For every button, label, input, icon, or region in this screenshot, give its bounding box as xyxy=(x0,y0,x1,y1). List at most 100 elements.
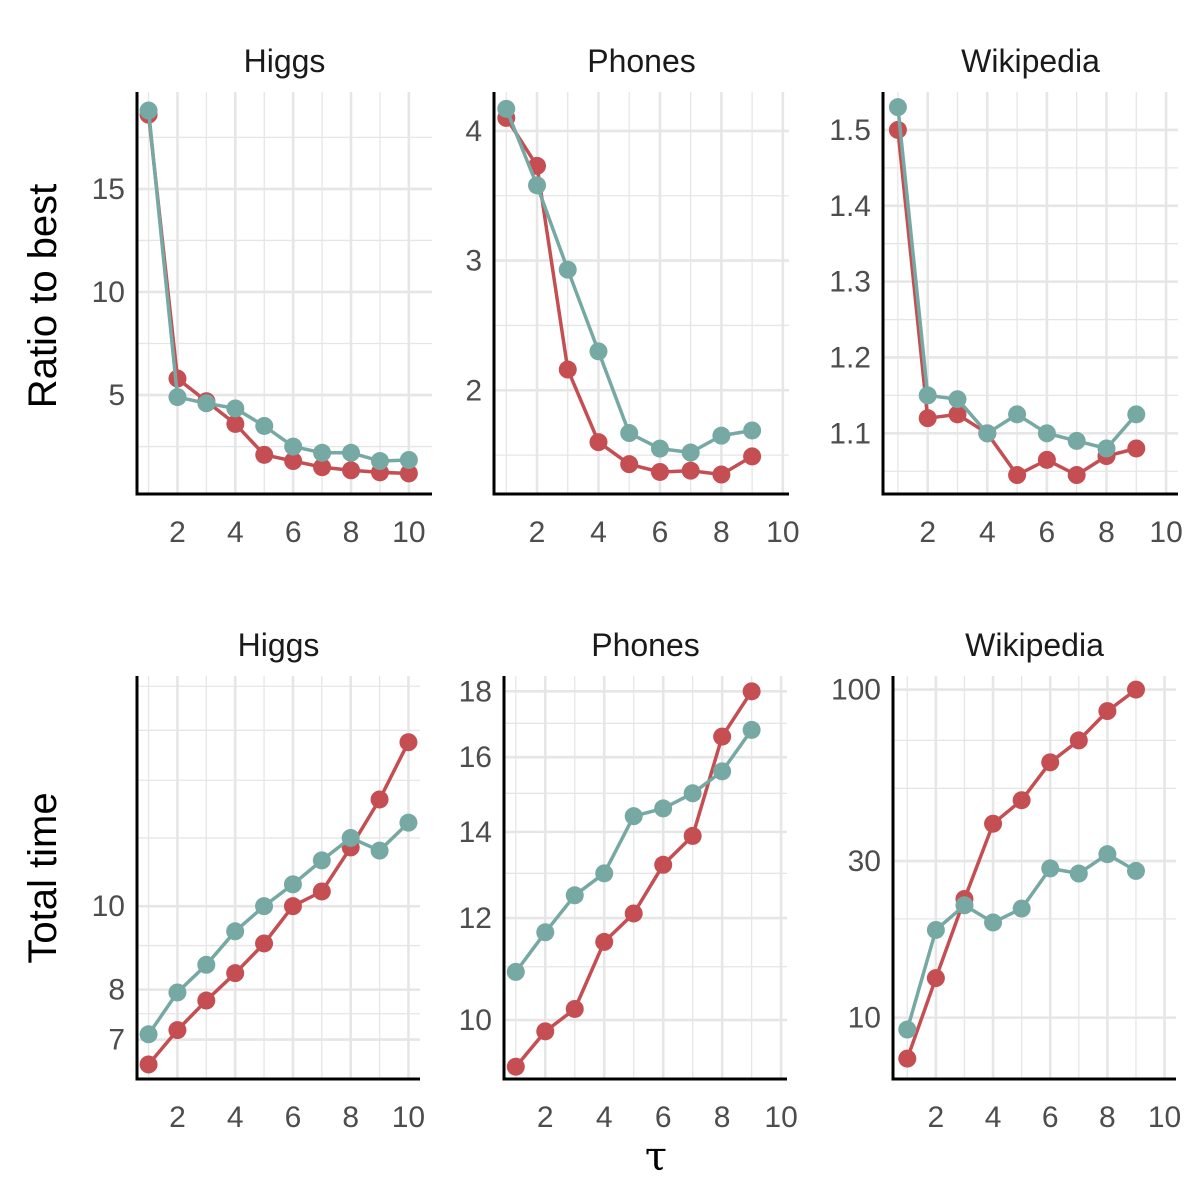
x-axis-title: τ xyxy=(645,1134,667,1180)
data-point-teal xyxy=(888,98,907,117)
data-point-teal xyxy=(898,1020,917,1039)
data-point-teal xyxy=(984,913,1003,932)
facet-title: Higgs xyxy=(238,627,320,663)
x-tick-label: 10 xyxy=(392,1101,425,1134)
data-point-red xyxy=(948,405,967,424)
x-tick-label: 2 xyxy=(169,1101,186,1134)
panels: 2 4 6 8 10 5 10 15 Higgs 2 4 6 8 10 2 3 4 Phones 2 4 6 8 10 1.1… xyxy=(92,43,1183,1134)
y-tick-label: 1.3 xyxy=(829,266,871,299)
data-point-red xyxy=(1008,466,1027,485)
data-point-teal xyxy=(713,762,732,781)
x-tick-label: 4 xyxy=(985,1101,1002,1134)
data-point-teal xyxy=(654,799,673,818)
data-point-teal xyxy=(565,886,584,905)
x-tick-label: 2 xyxy=(928,1101,945,1134)
data-point-red xyxy=(620,455,639,474)
data-point-red xyxy=(1037,450,1056,469)
x-tick-label: 8 xyxy=(1098,516,1115,549)
data-point-teal xyxy=(536,923,555,942)
x-tick-label: 10 xyxy=(1149,516,1182,549)
data-point-red xyxy=(565,999,584,1018)
data-point-teal xyxy=(620,424,639,443)
y-axis-title-bottom: Total time xyxy=(21,792,65,963)
data-point-teal xyxy=(742,720,761,739)
data-point-red xyxy=(595,932,614,951)
facet-title: Higgs xyxy=(244,43,326,79)
data-point-teal xyxy=(197,955,216,974)
x-tick-label: 2 xyxy=(529,516,546,549)
data-point-teal xyxy=(948,390,967,409)
facet-title: Phones xyxy=(587,43,696,79)
data-point-red xyxy=(399,733,418,752)
x-tick-label: 6 xyxy=(1039,516,1056,549)
panel-5: 2 4 6 8 10 10 12 14 16 18 Phones xyxy=(459,627,798,1134)
data-point-teal xyxy=(370,841,389,860)
data-point-teal xyxy=(370,452,389,471)
data-point-red xyxy=(506,1057,525,1076)
y-tick-label: 100 xyxy=(831,674,881,707)
data-point-red xyxy=(1041,753,1060,772)
data-point-red xyxy=(712,465,731,484)
x-tick-label: 10 xyxy=(1148,1101,1181,1134)
data-point-red xyxy=(1067,466,1086,485)
data-point-red xyxy=(283,897,302,916)
data-point-teal xyxy=(918,386,937,405)
data-point-red xyxy=(226,964,245,983)
data-point-teal xyxy=(926,920,945,939)
data-point-teal xyxy=(1126,861,1145,880)
x-tick-label: 6 xyxy=(652,516,669,549)
data-point-red xyxy=(1127,439,1146,458)
data-point-red xyxy=(926,969,945,988)
data-point-teal xyxy=(342,443,361,462)
y-tick-label: 12 xyxy=(459,902,492,935)
series-line-red xyxy=(147,741,410,1066)
y-axis-title-top: Ratio to best xyxy=(21,184,65,409)
x-tick-label: 8 xyxy=(1099,1101,1116,1134)
x-tick-label: 10 xyxy=(764,1101,797,1134)
data-point-red xyxy=(681,461,700,480)
y-tick-label: 1.5 xyxy=(829,114,871,147)
data-point-teal xyxy=(283,875,302,894)
data-point-red xyxy=(654,855,673,874)
data-point-teal xyxy=(683,784,702,803)
y-tick-label: 3 xyxy=(465,245,482,278)
y-tick-label: 1.4 xyxy=(829,190,871,223)
data-point-red xyxy=(1012,791,1031,810)
y-tick-label: 30 xyxy=(848,845,881,878)
data-point-teal xyxy=(312,851,331,870)
data-point-red xyxy=(742,682,761,701)
series-line-teal xyxy=(147,821,410,1036)
data-point-teal xyxy=(399,450,418,469)
series-line-red xyxy=(146,114,409,476)
data-point-teal xyxy=(255,897,274,916)
data-point-teal xyxy=(1069,864,1088,883)
data-point-red xyxy=(589,433,608,452)
y-tick-label: 5 xyxy=(108,379,125,412)
data-point-teal xyxy=(341,828,360,847)
x-tick-label: 2 xyxy=(537,1101,554,1134)
data-point-teal xyxy=(558,260,577,279)
data-point-red xyxy=(168,1021,187,1040)
data-point-red xyxy=(399,464,418,483)
facet-title: Wikipedia xyxy=(965,627,1104,663)
data-point-teal xyxy=(589,342,608,361)
data-point-teal xyxy=(497,99,516,118)
panel-4: 2 4 6 8 10 7 8 10 Higgs xyxy=(92,627,426,1134)
data-point-teal xyxy=(743,421,762,440)
data-point-teal xyxy=(139,1025,158,1044)
data-point-red xyxy=(370,790,389,809)
data-point-red xyxy=(713,727,732,746)
facet-title: Phones xyxy=(591,627,700,663)
y-tick-label: 10 xyxy=(92,890,125,923)
data-point-red xyxy=(536,1022,555,1041)
data-point-teal xyxy=(226,399,245,418)
x-tick-label: 10 xyxy=(392,516,425,549)
x-tick-label: 8 xyxy=(713,516,730,549)
data-point-teal xyxy=(284,437,303,456)
data-point-red xyxy=(342,461,361,480)
data-point-teal xyxy=(528,176,547,195)
panel-2: 2 4 6 8 10 2 3 4 Phones xyxy=(465,43,799,549)
facet-title: Wikipedia xyxy=(961,43,1100,79)
data-point-teal xyxy=(197,394,216,413)
